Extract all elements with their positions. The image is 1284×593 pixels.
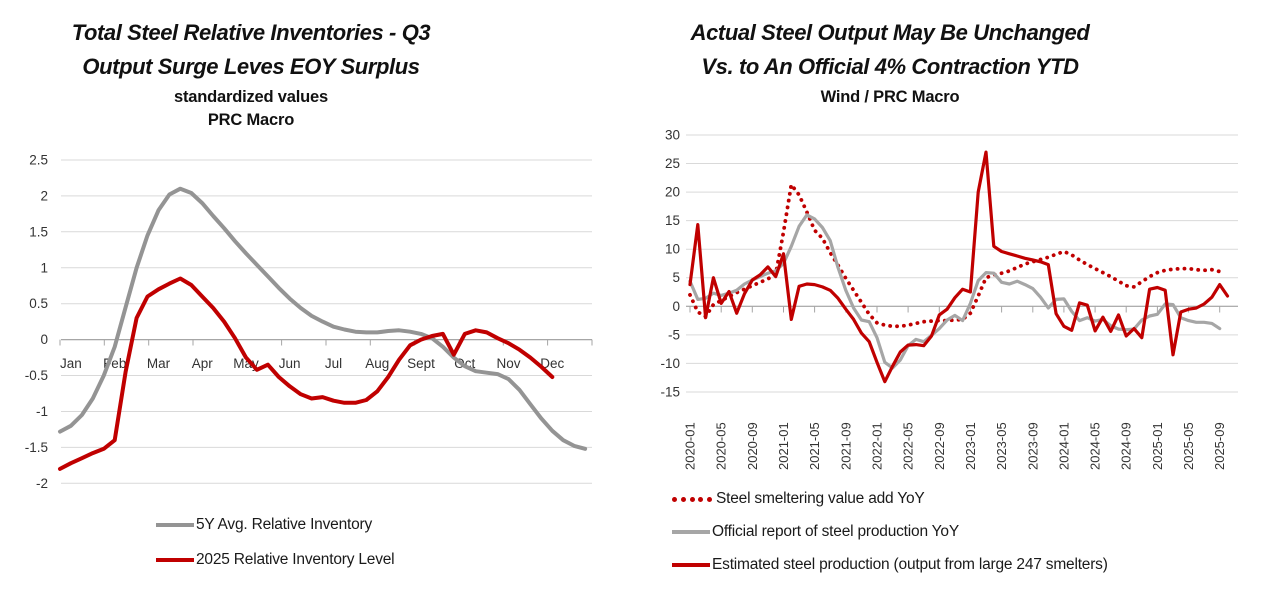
left-chart-x-tick-label: Aug (365, 356, 389, 371)
right-chart-x-tick-label: 2022-09 (932, 422, 947, 470)
legend-label: 2025 Relative Inventory Level (196, 551, 395, 568)
right-chart-x-tick-label: 2021-05 (807, 422, 822, 470)
left-chart-y-tick-label: -1 (36, 404, 48, 419)
right-chart-title-line2: Vs. to An Official 4% Contraction YTD (701, 54, 1079, 79)
legend-item-5y-avg-relative-inventory: 5Y Avg. Relative Inventory (156, 516, 372, 534)
right-chart-x-tick-label: 2025-05 (1181, 422, 1196, 470)
right-chart-x-tick-label: 2020-01 (683, 422, 698, 470)
right-chart-y-tick-label: 20 (665, 185, 680, 200)
right-chart-x-tick-label: 2020-09 (745, 422, 760, 470)
right-chart-y-tick-label: 5 (672, 270, 680, 285)
left-chart-x-tick-label: Jun (279, 356, 301, 371)
left-chart-y-tick-label: 2 (40, 188, 48, 203)
right-chart-x-tick-label: 2024-09 (1119, 422, 1134, 470)
right-chart-x-tick-label: 2023-01 (963, 422, 978, 470)
gray-line-swatch-icon (156, 523, 194, 527)
gray-line-swatch-icon (672, 530, 710, 534)
left-chart-y-tick-label: -2 (36, 476, 48, 491)
left-chart-title-line1: Total Steel Relative Inventories - Q3 (71, 20, 431, 45)
legend-item-steel-smeltering-value-add: Steel smeltering value add YoY (672, 490, 925, 508)
right-chart-y-tick-label: 15 (665, 213, 680, 228)
left-chart-series-1-line (58, 186, 588, 451)
right-chart-y-tick-label: -5 (668, 327, 680, 342)
right-chart-subtitle: Wind / PRC Macro (640, 86, 1140, 109)
left-chart-y-tick-label: -0.5 (25, 368, 48, 383)
legend-label: Estimated steel production (output from … (712, 556, 1108, 573)
left-chart-x-tick-label: Jan (60, 356, 82, 371)
red-dotted-line-swatch-icon (672, 496, 712, 502)
left-chart-x-tick-label: Mar (147, 356, 171, 371)
right-chart-x-tick-label: 2023-05 (994, 422, 1009, 470)
left-chart-series-2-line (58, 276, 555, 471)
right-chart-y-tick-label: -10 (660, 356, 680, 371)
right-chart-x-tick-label: 2022-05 (901, 422, 916, 470)
left-chart-x-tick-label: Apr (192, 356, 214, 371)
legend-item-official-report: Official report of steel production YoY (672, 523, 959, 541)
right-chart-subtitle-line1: Wind / PRC Macro (820, 88, 960, 106)
left-chart-x-tick-label: Nov (496, 356, 520, 371)
left-chart-subtitle-line2: PRC Macro (207, 111, 295, 129)
right-chart-y-tick-label: 25 (665, 156, 680, 171)
left-chart-x-tick-label: Dec (540, 356, 564, 371)
left-chart-y-tick-label: 0.5 (29, 296, 48, 311)
right-chart-series-2-line (688, 213, 1222, 370)
left-chart-y-tick-label: -1.5 (25, 440, 48, 455)
legend-label: 5Y Avg. Relative Inventory (196, 516, 373, 533)
right-chart-y-tick-label: 30 (665, 128, 680, 143)
right-chart-x-tick-label: 2023-09 (1025, 422, 1040, 470)
legend-item-2025-relative-inventory-level: 2025 Relative Inventory Level (156, 551, 395, 569)
right-chart-y-tick-label: -15 (660, 385, 680, 400)
left-chart-y-tick-label: 0 (40, 332, 48, 347)
right-chart-series-1-line (688, 182, 1222, 329)
right-chart-x-tick-label: 2021-01 (776, 422, 791, 470)
legend-item-estimated-steel-production: Estimated steel production (output from … (672, 556, 1108, 574)
red-line-swatch-icon (156, 558, 194, 562)
right-chart-x-tick-label: 2024-05 (1088, 422, 1103, 470)
legend-label: Official report of steel production YoY (712, 523, 959, 540)
left-chart-title: Total Steel Relative Inventories - Q3 Ou… (0, 16, 502, 84)
left-chart-y-tick-label: 1 (40, 260, 48, 275)
right-chart-y-tick-label: 10 (665, 242, 680, 257)
left-chart-x-tick-label: Sept (407, 356, 435, 371)
left-chart-subtitle-line1: standardized values (174, 88, 328, 106)
left-chart-y-tick-label: 2.5 (29, 153, 48, 168)
legend-label: Steel smeltering value add YoY (716, 490, 925, 507)
red-line-swatch-icon (672, 563, 710, 567)
left-chart-x-tick-label: Jul (325, 356, 342, 371)
right-chart-x-tick-label: 2024-01 (1056, 422, 1071, 470)
right-chart-series-3-line (688, 150, 1230, 384)
left-chart-subtitle: standardized values PRC Macro (0, 86, 502, 132)
right-chart-x-tick-label: 2022-01 (870, 422, 885, 470)
right-chart-title-line1: Actual Steel Output May Be Unchanged (690, 20, 1090, 45)
right-chart-x-tick-label: 2025-09 (1212, 422, 1227, 470)
right-chart-title: Actual Steel Output May Be Unchanged Vs.… (640, 16, 1140, 84)
right-chart-x-tick-label: 2021-09 (838, 422, 853, 470)
left-chart-title-line2: Output Surge Leves EOY Surplus (82, 54, 420, 79)
right-chart-x-tick-label: 2020-05 (714, 422, 729, 470)
right-chart-x-tick-label: 2025-01 (1150, 422, 1165, 470)
right-chart-y-tick-label: 0 (672, 299, 680, 314)
left-chart-y-tick-label: 1.5 (29, 224, 48, 239)
